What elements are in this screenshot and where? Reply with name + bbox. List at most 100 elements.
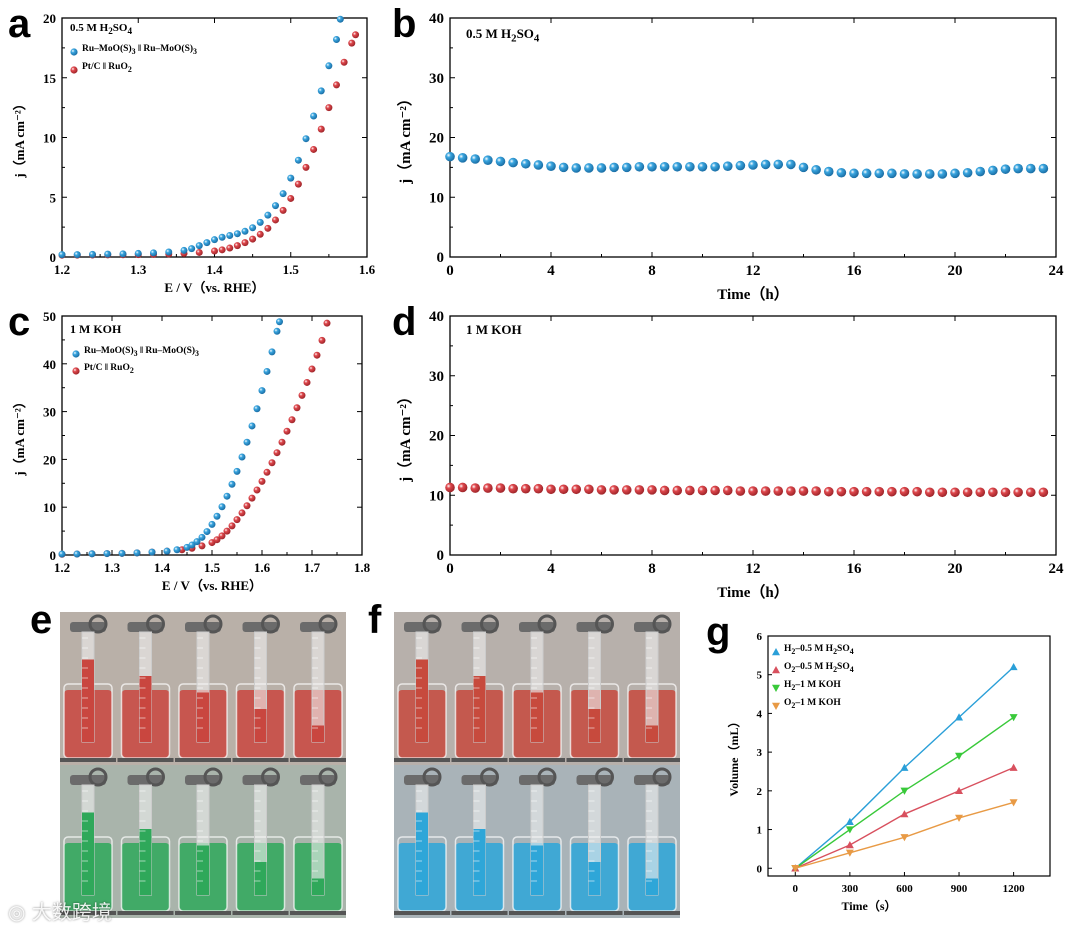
data-point-ru-moos3 <box>73 550 81 558</box>
data-point-stability <box>950 168 960 179</box>
data-point-ru-moos3 <box>119 250 127 258</box>
data-point-stability <box>975 166 986 177</box>
x-tick-label: 20 <box>948 561 963 577</box>
y-tick-label: 5 <box>50 190 57 205</box>
data-point-stability <box>912 169 922 179</box>
y-tick-label: 0 <box>50 548 57 563</box>
data-point-ru-moos3 <box>223 492 231 500</box>
data-point-ru-moos3 <box>203 528 211 536</box>
x-tick-label: 4 <box>547 263 555 279</box>
data-point-ru-moos3 <box>317 87 325 95</box>
legend-ru-moos3-label: Ru–MoO(S)3 ‖ Ru–MoO(S)3 <box>84 346 199 358</box>
x-tick-label: 1.4 <box>154 560 171 575</box>
x-tick-label: 300 <box>842 883 859 895</box>
data-point-ru-moos3 <box>193 538 201 546</box>
data-point-stability <box>786 159 796 170</box>
x-axis-label: E / V（vs. RHE） <box>162 578 262 593</box>
data-point <box>900 810 909 818</box>
data-point-stability <box>924 169 935 179</box>
photo-e-acid-electrolysis <box>60 612 346 918</box>
y-tick-label: 0 <box>437 250 445 266</box>
data-point-stability <box>924 487 935 498</box>
y-axis-label: j（mA cm⁻²） <box>396 389 414 483</box>
data-point-stability <box>508 157 518 168</box>
y-tick-label: 50 <box>43 309 56 324</box>
data-point-ru-moos3 <box>243 438 251 446</box>
legend-ru-moos3-label: Ru–MoO(S)3 ‖ Ru–MoO(S)3 <box>82 44 197 56</box>
y-tick-label: 10 <box>43 500 56 515</box>
data-point-ru-moos3 <box>233 467 241 475</box>
x-tick-label: 1.6 <box>359 262 376 277</box>
data-point-ru-moos3 <box>264 211 272 219</box>
legend-label: O2–0.5 M H2SO4 <box>784 662 854 674</box>
data-point-ru-moos3 <box>228 480 236 488</box>
data-point-stability <box>836 167 847 178</box>
data-point-stability <box>647 161 657 172</box>
data-point-pt-ruo2 <box>313 351 321 359</box>
y-tick-label: 15 <box>43 71 57 86</box>
x-tick-label: 1.3 <box>104 560 121 575</box>
electrolysis-cell <box>60 767 116 915</box>
data-point-stability <box>722 485 733 496</box>
data-point-stability <box>621 485 632 495</box>
data-point-ru-moos3 <box>104 250 112 258</box>
x-tick-label: 1.8 <box>354 560 371 575</box>
data-point-stability <box>546 161 556 171</box>
legend-label: H2–0.5 M H2SO4 <box>784 644 854 656</box>
data-point-stability <box>760 486 771 496</box>
data-point-pt-ruo2 <box>352 31 360 39</box>
data-point-stability <box>533 160 544 170</box>
x-axis-label: E / V（vs. RHE） <box>164 280 264 295</box>
data-point-stability <box>861 168 872 179</box>
electrolysis-cell <box>624 614 680 762</box>
y-tick-label: 10 <box>429 488 444 504</box>
data-point-stability <box>1000 487 1011 498</box>
data-point-pt-ruo2 <box>288 416 296 424</box>
y-tick-label: 6 <box>757 631 763 643</box>
data-point <box>900 763 909 771</box>
data-point-stability <box>988 165 998 176</box>
x-axis-label: Time（h） <box>717 583 788 601</box>
y-tick-label: 30 <box>43 405 56 420</box>
y-tick-label: 40 <box>43 357 56 372</box>
data-point-stability <box>520 483 531 494</box>
data-point-stability <box>710 161 720 172</box>
data-point-pt-ruo2 <box>279 206 287 214</box>
data-point-ru-moos3 <box>58 251 66 259</box>
electrolysis-cell <box>451 767 508 915</box>
data-point-pt-ruo2 <box>228 522 236 530</box>
data-point-pt-ruo2 <box>248 494 256 502</box>
data-point-stability <box>823 166 834 177</box>
data-point-ru-moos3 <box>203 239 211 247</box>
electrolysis-cell <box>232 614 289 762</box>
data-point-ru-moos3 <box>248 422 256 430</box>
data-point-ru-moos3 <box>218 503 226 511</box>
data-point-ru-moos3 <box>188 245 196 253</box>
data-point-ru-moos3 <box>118 549 126 557</box>
y-tick-label: 20 <box>429 131 444 147</box>
y-tick-label: 20 <box>43 11 56 26</box>
data-point-stability <box>849 168 859 179</box>
data-point-stability <box>887 168 897 179</box>
data-point-ru-moos3 <box>173 546 181 554</box>
data-point <box>1009 799 1018 807</box>
legend-marker <box>772 648 780 656</box>
plot-frame <box>767 635 1051 877</box>
data-point-pt-ruo2 <box>238 509 246 517</box>
data-point-stability <box>899 169 910 179</box>
data-point-stability <box>445 151 455 162</box>
data-point-stability <box>659 485 670 496</box>
data-point-stability <box>672 485 683 496</box>
data-point-ru-moos3 <box>238 453 246 461</box>
watermark-text: ◎ 大数跨境 <box>8 896 112 925</box>
data-point-stability <box>558 162 569 173</box>
x-tick-label: 12 <box>746 561 761 577</box>
data-point-ru-moos3 <box>325 62 333 70</box>
electrolysis-cell <box>451 614 508 762</box>
data-point-stability <box>722 161 733 171</box>
data-point-ru-moos3 <box>253 405 261 413</box>
panel-letter-c: c <box>8 300 31 344</box>
